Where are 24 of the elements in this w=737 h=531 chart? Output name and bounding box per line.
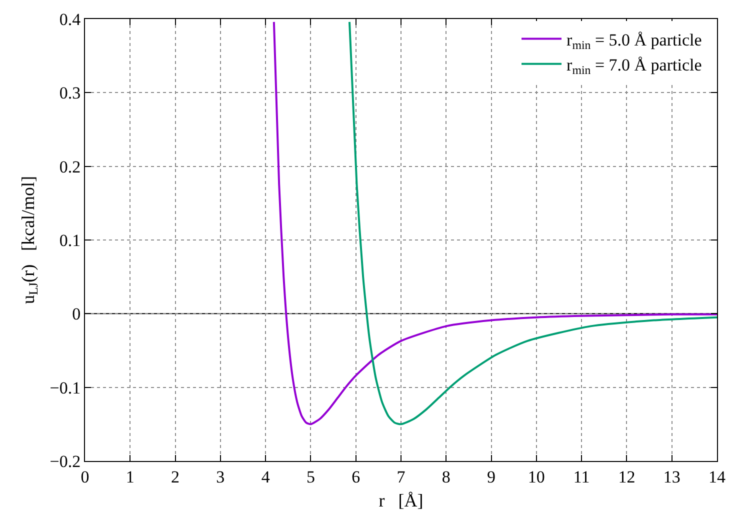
x-tick-label: 14 xyxy=(708,467,726,486)
x-tick-label: 10 xyxy=(528,467,545,486)
x-tick-label: 7 xyxy=(396,467,406,486)
x-tick-label: 1 xyxy=(126,467,134,486)
x-tick-label: 6 xyxy=(352,467,360,486)
x-tick-label: 9 xyxy=(487,467,496,486)
x-tick-label: 5 xyxy=(306,467,315,486)
y-tick-label: 0.4 xyxy=(59,10,82,29)
x-tick-label: 2 xyxy=(171,467,180,486)
x-tick-label: 12 xyxy=(618,467,636,486)
x-tick-label: 4 xyxy=(261,467,270,486)
legend-label: r$_{min}$ = 5.0 Å particle xyxy=(566,30,702,52)
y-tick-label: 0.3 xyxy=(59,84,81,103)
x-tick-label: 8 xyxy=(442,467,450,486)
y-tick-label: 0.2 xyxy=(59,157,81,176)
y-tick-label: −0.1 xyxy=(50,378,81,398)
x-tick-label: 11 xyxy=(573,467,590,486)
y-tick-label: 0 xyxy=(72,304,81,324)
y-tick-label: −0.2 xyxy=(50,452,81,471)
x-tick-label: 3 xyxy=(216,467,225,486)
y-tick-label: 0.1 xyxy=(59,230,81,250)
x-axis-title: r [Å] xyxy=(378,490,424,510)
legend-label: r$_{min}$ = 7.0 Å particle xyxy=(566,55,702,78)
x-tick-label: 13 xyxy=(663,467,680,486)
